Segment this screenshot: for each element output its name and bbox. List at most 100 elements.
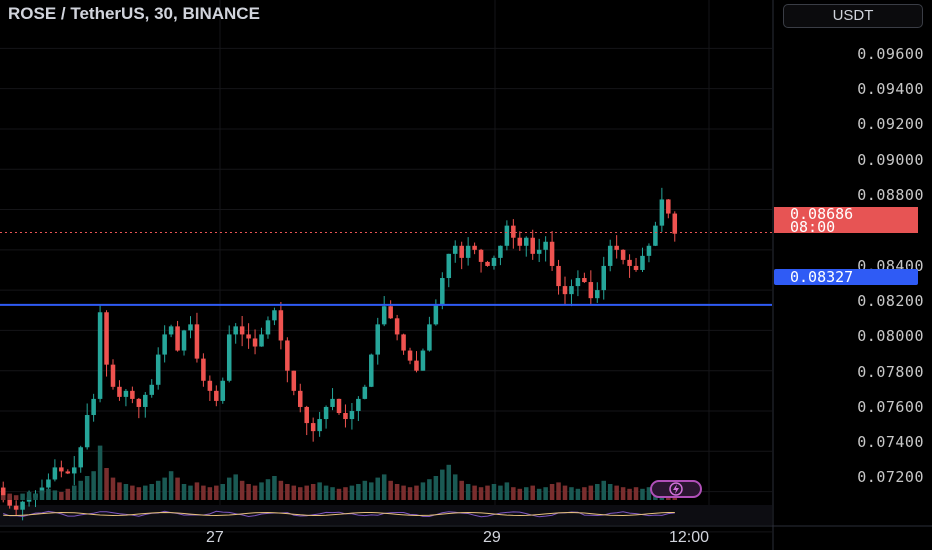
- time-label: 29: [483, 529, 501, 546]
- candle-body: [97, 312, 103, 399]
- candle-body: [239, 326, 245, 335]
- candle-body: [627, 259, 632, 266]
- candle-body: [323, 406, 329, 420]
- volume-bar: [556, 482, 561, 500]
- volume-bar: [188, 485, 193, 500]
- candle-body: [78, 447, 83, 468]
- price-label: 0.08200: [857, 292, 924, 310]
- volume-bar: [220, 484, 226, 500]
- candle-body: [556, 265, 561, 287]
- volume-bar: [459, 480, 464, 500]
- volume-bar: [97, 445, 103, 500]
- candle-body: [582, 278, 587, 283]
- candle-body: [265, 320, 271, 335]
- candle-body: [233, 326, 238, 335]
- candle-body: [620, 249, 626, 260]
- candle-body: [20, 501, 25, 510]
- candle-body: [136, 398, 142, 407]
- candle-body: [349, 410, 355, 420]
- candle-body: [52, 467, 58, 480]
- volume-bar: [582, 487, 587, 500]
- candle-body: [168, 326, 174, 335]
- candle-body: [181, 330, 187, 351]
- candle-body: [420, 350, 426, 371]
- volume-bar: [356, 484, 361, 500]
- volume-bar: [285, 484, 290, 500]
- lightning-icon[interactable]: [650, 480, 702, 498]
- time-label: 12:00: [669, 529, 710, 546]
- candle-body: [207, 380, 213, 391]
- volume-bar: [388, 480, 393, 500]
- candle-body: [394, 318, 400, 335]
- volume-bar: [349, 485, 355, 500]
- candle-body: [369, 354, 374, 387]
- candle-body: [71, 467, 77, 474]
- candle-body: [427, 324, 432, 351]
- candle-body: [646, 245, 652, 256]
- candle-body: [214, 390, 219, 401]
- volume-bar: [433, 476, 439, 500]
- price-label: 0.09600: [857, 45, 924, 63]
- volume-bar: [117, 482, 122, 500]
- volume-bar: [343, 487, 348, 500]
- volume-bar: [226, 477, 232, 500]
- candle-body: [259, 334, 264, 347]
- volume-bar: [52, 490, 58, 500]
- candle-body: [356, 398, 361, 411]
- volume-bar: [620, 487, 626, 500]
- volume-bar: [104, 468, 109, 500]
- candle-body: [407, 350, 413, 361]
- candle-body: [485, 261, 490, 266]
- candle-body: [530, 237, 535, 254]
- price-label: 0.08000: [857, 327, 924, 345]
- volume-bar: [143, 485, 148, 500]
- volume-bar: [601, 480, 607, 500]
- candle-body: [143, 394, 148, 407]
- volume-bar: [33, 493, 38, 500]
- volume-bar: [420, 482, 426, 500]
- volume-bar: [239, 480, 245, 500]
- candle-body: [155, 354, 161, 385]
- bar-countdown: 08:00: [790, 218, 836, 236]
- volume-bar: [414, 485, 419, 500]
- current-price-value: 0.08686: [790, 205, 854, 223]
- volume-bar: [0, 495, 6, 500]
- volume-bar: [65, 488, 71, 500]
- volume-bar: [7, 493, 12, 500]
- volume-bar: [614, 485, 619, 500]
- volume-bar: [155, 480, 161, 500]
- volume-bar: [317, 482, 322, 500]
- currency-selector-button[interactable]: USDT: [783, 4, 923, 28]
- volume-bar: [478, 487, 484, 500]
- price-label: 0.07600: [857, 398, 924, 416]
- candle-body: [252, 338, 258, 347]
- candle-body: [595, 290, 600, 299]
- candle-body: [220, 380, 226, 401]
- volume-bar: [136, 487, 142, 500]
- volume-bar: [130, 485, 135, 500]
- volume-bar: [194, 482, 200, 500]
- candle-body: [459, 245, 464, 258]
- volume-bar: [123, 484, 129, 500]
- price-label: 0.09400: [857, 80, 924, 98]
- candle-body: [272, 310, 277, 321]
- volume-bar: [575, 488, 581, 500]
- volume-bar: [26, 492, 32, 500]
- volume-bar: [175, 477, 180, 500]
- candle-body: [297, 390, 303, 407]
- volume-bar: [330, 487, 335, 500]
- volume-bar: [149, 484, 155, 500]
- candle-body: [91, 398, 96, 416]
- volume-bar: [562, 485, 568, 500]
- candle-body: [504, 225, 510, 246]
- candle-body: [465, 245, 471, 258]
- candle-body: [388, 306, 393, 319]
- volume-bar: [39, 490, 45, 500]
- volume-bar: [530, 485, 535, 500]
- volume-bar: [214, 485, 219, 500]
- volume-bar: [78, 480, 83, 500]
- candle-body: [13, 505, 19, 510]
- candle-body: [659, 199, 665, 226]
- candle-body: [607, 245, 613, 266]
